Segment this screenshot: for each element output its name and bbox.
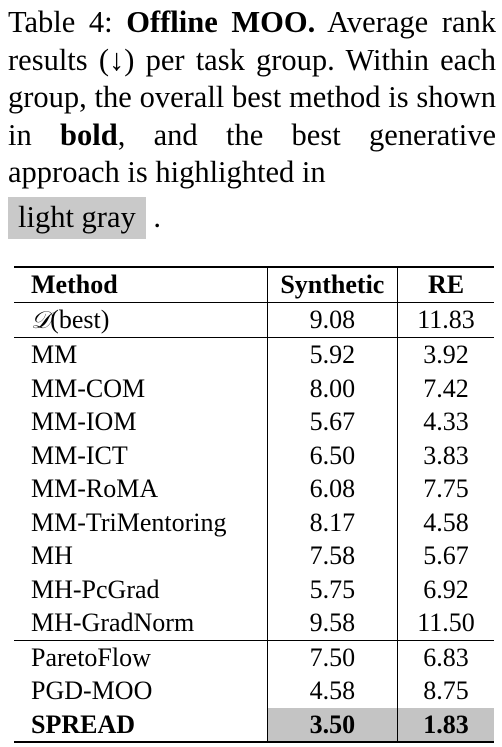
cell-synthetic: 8.00 — [267, 371, 399, 405]
cell-re: 7.75 — [423, 474, 469, 503]
cell-re: 6.92 — [423, 574, 469, 604]
table-row: MH 7.58 5.67 — [14, 539, 494, 573]
cell-re: 3.83 — [423, 440, 469, 470]
cell-synthetic: 9.08 — [267, 301, 399, 338]
cell-synthetic: 5.67 — [267, 405, 399, 439]
cell-re: 6.83 — [397, 639, 494, 674]
cell-re: 3.92 — [397, 337, 494, 372]
dataset-symbol: 𝒟 — [31, 305, 51, 334]
cell-method: 𝒟(best) — [14, 301, 268, 338]
caption-title: Offline MOO. — [126, 5, 316, 39]
table-row: SPREAD 3.50 1.83 — [14, 707, 494, 743]
cell-method: PGD-MOO — [14, 674, 268, 708]
cell-re: 1.83 — [397, 707, 494, 743]
table-caption: Table 4: Offline MOO. Average rank resul… — [8, 4, 496, 239]
table-row: MH-PcGrad 5.75 6.92 — [14, 572, 494, 606]
cell-synthetic: 7.58 — [267, 539, 399, 573]
table-row: MM-RoMA 6.08 7.75 — [14, 472, 494, 506]
table-header-row: Method Synthetic RE — [14, 266, 494, 302]
cell-synthetic: 6.08 — [267, 472, 399, 506]
table-row-reference: 𝒟(best) 9.08 11.83 — [14, 301, 494, 338]
cell-method: MH-PcGrad — [14, 572, 268, 606]
table-row: MM-ICT 6.50 3.83 — [14, 438, 494, 472]
cell-synthetic: 3.50 — [267, 707, 399, 743]
cell-re: 11.83 — [397, 301, 494, 338]
cell-method: MM-RoMA — [14, 472, 268, 506]
header-synthetic: Synthetic — [267, 266, 399, 302]
cell-synthetic: 7.50 — [267, 639, 399, 674]
table-row: MM-IOM 5.67 4.33 — [14, 405, 494, 439]
cell-method: MM-TriMentoring — [14, 505, 268, 539]
caption-text-end: . — [153, 199, 161, 234]
results-table: Method Synthetic RE 𝒟(best) 9.08 11.83 M… — [14, 266, 494, 743]
table-row: MM-COM 8.00 7.42 — [14, 371, 494, 405]
table-row: MM 5.92 3.92 — [14, 337, 494, 372]
cell-method: MH-GradNorm — [14, 606, 268, 640]
cell-method: MM-IOM — [14, 405, 268, 439]
cell-method: MH — [14, 539, 268, 573]
caption-highlight-phrase: light gray — [8, 196, 146, 239]
cell-re: 7.42 — [423, 373, 469, 403]
cell-synthetic: 5.92 — [267, 337, 399, 372]
cell-method: SPREAD — [14, 707, 268, 743]
caption-text-b: , and the best generative approach is hi… — [8, 117, 496, 190]
cell-re: 8.75 — [423, 676, 469, 705]
cell-method: MM — [14, 337, 268, 372]
cell-synthetic: 4.58 — [267, 674, 399, 708]
cell-synthetic: 6.50 — [267, 438, 399, 472]
cell-synthetic: 8.17 — [267, 505, 399, 539]
cell-re: 5.67 — [423, 541, 469, 570]
cell-re: 4.58 — [423, 507, 469, 537]
header-method: Method — [14, 266, 268, 302]
caption-bold-word: bold — [60, 117, 118, 152]
table-row: ParetoFlow 7.50 6.83 — [14, 639, 494, 674]
cell-method: MM-ICT — [14, 438, 268, 472]
cell-method: MM-COM — [14, 371, 268, 405]
cell-re: 4.33 — [423, 407, 469, 436]
dataset-suffix: (best) — [50, 304, 110, 334]
caption-text-a: Average rank results (↓) per task group.… — [8, 5, 496, 152]
cell-method: ParetoFlow — [14, 639, 268, 674]
cell-re: 11.50 — [417, 608, 475, 637]
header-re: RE — [397, 266, 494, 302]
caption-label: Table 4: — [8, 5, 113, 39]
cell-synthetic: 5.75 — [267, 572, 399, 606]
table-row: PGD-MOO 4.58 8.75 — [14, 674, 494, 708]
table-row: MM-TriMentoring 8.17 4.58 — [14, 505, 494, 539]
table-row: MH-GradNorm 9.58 11.50 — [14, 606, 494, 640]
cell-synthetic: 9.58 — [267, 606, 399, 640]
